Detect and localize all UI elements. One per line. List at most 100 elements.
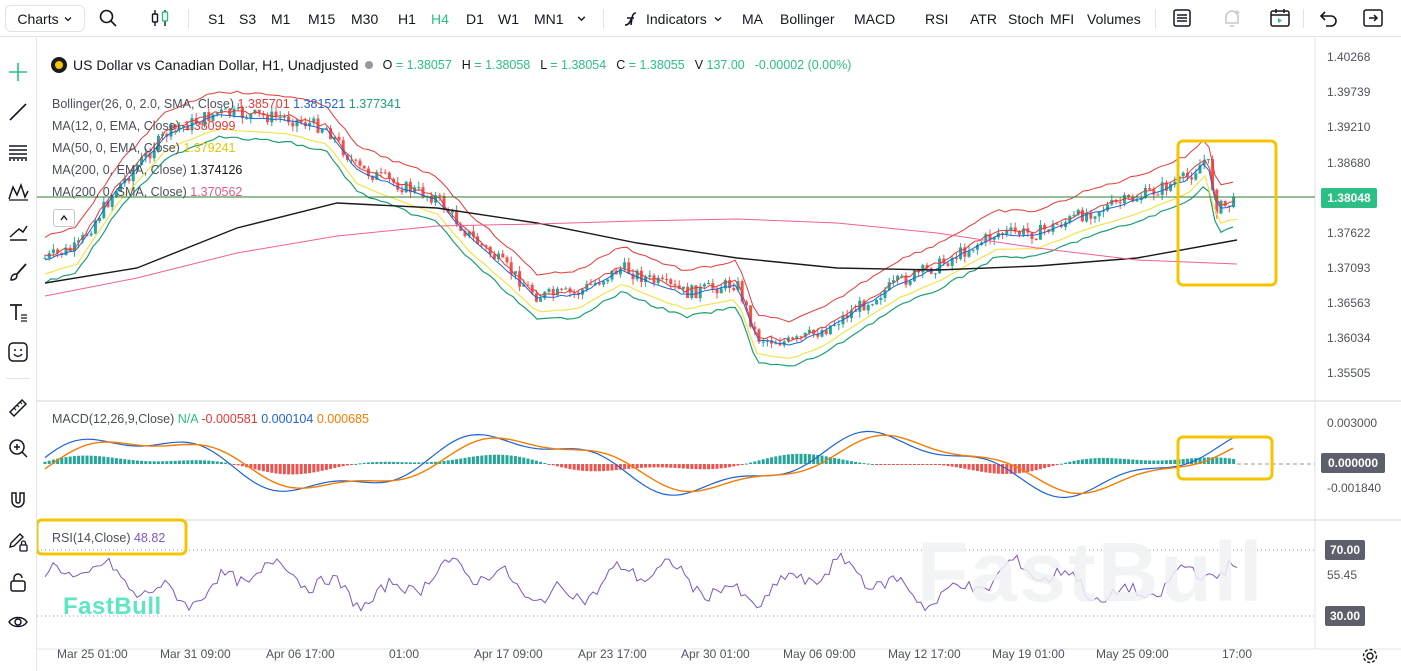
indicator-volumes[interactable]: Volumes [1087,10,1141,27]
macd-histogram-bar [539,461,543,464]
candle-body [719,288,723,294]
macd-histogram-bar [719,464,723,469]
fib-retracement-tool[interactable] [4,138,32,166]
macd-histogram-bar [740,464,744,465]
macd-histogram-bar [249,464,253,469]
macd-histogram-bar [572,464,576,470]
chevron-up-icon [60,214,68,221]
macd-histogram-bar [749,462,753,464]
macd-histogram-bar [480,455,484,464]
candle-body [887,282,891,291]
indicator-rsi[interactable]: RSI [925,10,949,27]
candle-body [1148,188,1152,190]
candle-body [753,326,757,330]
candle-body [1202,160,1206,166]
fib-retracement-icon [9,145,27,161]
brush-tool[interactable] [4,258,32,286]
chart-area[interactable]: US Dollar vs Canadian Dollar, H1, Unadju… [37,38,1401,671]
magnet-tool[interactable] [4,486,32,514]
candle-body [354,159,358,161]
alert-icon[interactable] [1221,7,1243,29]
pattern-tool[interactable] [4,178,32,206]
timeframe-h1[interactable]: H1 [398,10,416,27]
search-icon[interactable] [98,8,118,28]
macd-histogram-bar [459,458,463,464]
timeframe-mn1[interactable]: MN1 [534,10,564,27]
macd-histogram-bar [728,464,732,468]
emoji-tool[interactable] [4,338,32,366]
macd-histogram-bar [1215,457,1219,464]
layout-icon[interactable] [1172,8,1192,28]
fullscreen-icon[interactable] [1362,7,1384,29]
candle-body [1160,182,1164,195]
bollinger-legend[interactable]: Bollinger(26, 0, 2.0, SMA, Close) 1.3857… [52,97,401,111]
macd-histogram-bar [820,455,824,464]
macd-histogram-bar [471,456,475,464]
macd-histogram-bar [648,464,652,468]
lock-drawings-tool[interactable] [4,528,32,556]
chevron-down-icon[interactable] [576,13,587,24]
text-tool[interactable] [4,298,32,326]
macd-histogram-bar [765,458,769,464]
crosshair-tool[interactable] [4,58,32,86]
macd-histogram-bar [770,457,774,464]
indicator-ma[interactable]: MA [742,10,763,27]
timeframe-s1[interactable]: S1 [208,10,226,27]
macd-axis-label: 0.003000 [1327,416,1378,430]
candle-body [408,181,412,193]
timeframe-m1[interactable]: M1 [271,10,291,27]
toolbar-divider [6,378,30,379]
candle-body [744,301,748,306]
zoom-in-tool[interactable] [4,434,32,462]
price-axis-label: 1.37093 [1327,261,1371,275]
indicator-mfi[interactable]: MFI [1050,10,1075,27]
macd-histogram-bar [744,463,748,465]
ma200-ema-legend[interactable]: MA(200, 0, EMA, Close) 1.374126 [52,163,243,177]
time-axis-label: 17:00 [1222,647,1253,661]
undo-icon[interactable] [1319,8,1339,28]
projection-tool[interactable] [4,218,32,246]
lock-tool[interactable] [4,568,32,596]
macd-histogram-bar [350,464,354,465]
price-chart-canvas[interactable] [37,38,1401,671]
ruler-tool[interactable] [4,394,32,422]
candle-body [165,133,169,137]
rsi-legend[interactable]: RSI(14,Close) 48.82 [52,531,166,545]
timeframe-d1[interactable]: D1 [466,10,484,27]
macd-histogram-bar [707,464,711,470]
timeframe-m15[interactable]: M15 [308,10,336,27]
macd-histogram-bar [135,460,139,464]
timeframe-m30[interactable]: M30 [351,10,379,27]
collapse-legend-button[interactable] [53,209,75,227]
macd-histogram-bar [942,464,946,466]
indicator-bollinger[interactable]: Bollinger [780,10,835,27]
macd-histogram-bar [425,462,429,464]
macd-histogram-bar [379,461,383,464]
macd-histogram-bar [240,464,244,467]
candle-body [190,118,194,131]
ma200-sma-legend[interactable]: MA(200, 0, SMA, Close) 1.370562 [52,185,243,199]
instrument-title[interactable]: US Dollar vs Canadian Dollar, H1, Unadju… [73,57,359,73]
candle-body [123,178,127,184]
indicators-button[interactable]: Indicators [622,0,723,37]
charts-dropdown[interactable]: Charts [5,5,85,32]
macd-histogram-bar [148,461,152,464]
ma12-legend[interactable]: MA(12, 0, EMA, Close) 1.380999 [52,119,236,133]
timeframe-w1[interactable]: W1 [498,10,519,27]
macd-histogram-bar [627,464,631,469]
visibility-tool[interactable] [4,608,32,636]
candle-body [761,341,765,343]
compare-icon[interactable] [150,8,172,28]
macd-histogram-bar [1055,464,1059,465]
indicator-macd[interactable]: MACD [854,10,896,27]
indicator-stoch[interactable]: Stoch [1008,10,1044,27]
replay-icon[interactable] [1269,7,1291,29]
indicator-atr[interactable]: ATR [970,10,997,27]
macd-histogram-bar [933,464,937,465]
trend-line-tool[interactable] [4,98,32,126]
ma50-legend[interactable]: MA(50, 0, EMA, Close) 1.379241 [52,141,236,155]
timeframe-h4[interactable]: H4 [431,10,449,27]
macd-legend[interactable]: MACD(12,26,9,Close) N/A -0.000581 0.0001… [52,412,369,426]
timeframe-s3[interactable]: S3 [239,10,257,27]
settings-icon[interactable] [1361,647,1379,665]
